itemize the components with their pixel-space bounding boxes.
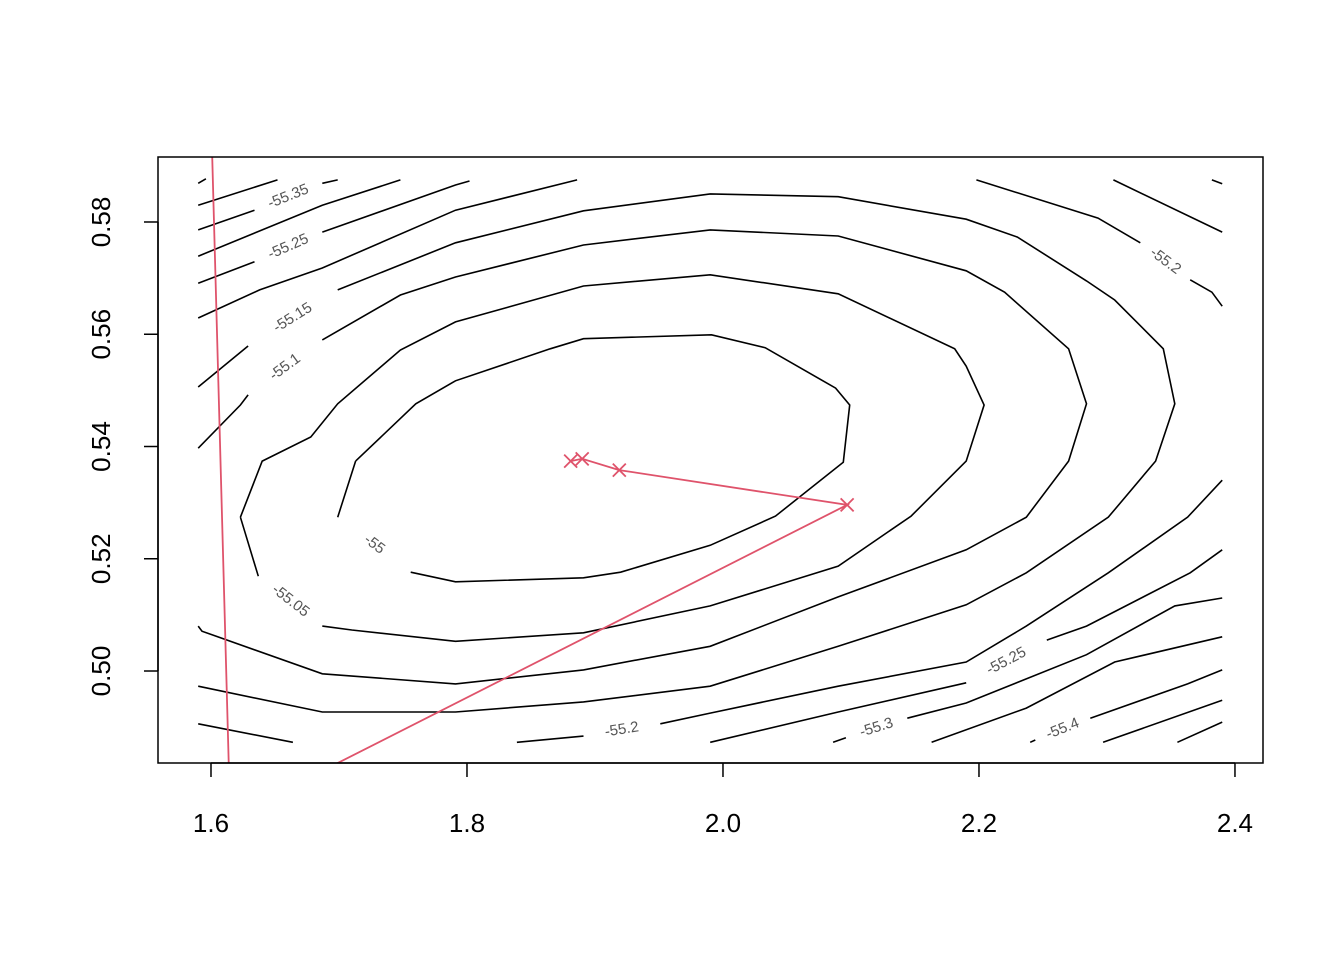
contour-line xyxy=(1177,721,1223,744)
y-tick-label: 0.52 xyxy=(86,533,116,584)
optimizer-point xyxy=(612,462,627,478)
y-tick-label: 0.56 xyxy=(86,309,116,360)
x-tick-label: 2.2 xyxy=(961,808,997,838)
x-tick-label: 2.4 xyxy=(1217,808,1253,838)
y-tick-label: 0.54 xyxy=(86,421,116,472)
optimizer-point xyxy=(563,453,578,469)
y-tick-label: 0.50 xyxy=(86,646,116,697)
contour-label: -55.2 xyxy=(604,718,640,740)
contour-line xyxy=(197,179,1223,744)
optimizer-point xyxy=(575,451,590,466)
x-tick-label: 1.8 xyxy=(449,808,485,838)
contour-line xyxy=(336,333,851,583)
optimizer-path xyxy=(211,157,851,763)
contour-line xyxy=(197,229,1088,685)
contour-line xyxy=(197,178,1223,744)
x-tick-label: 1.6 xyxy=(193,808,229,838)
contour-line xyxy=(197,179,1223,744)
plot-box xyxy=(157,156,1264,764)
contour-line xyxy=(197,179,1223,744)
contour-line xyxy=(197,179,1223,744)
x-tick-label: 2.0 xyxy=(705,808,741,838)
contour-line xyxy=(197,179,1223,744)
optimizer-point xyxy=(840,497,855,513)
contour-line xyxy=(197,193,1176,713)
y-tick-label: 0.58 xyxy=(86,197,116,248)
